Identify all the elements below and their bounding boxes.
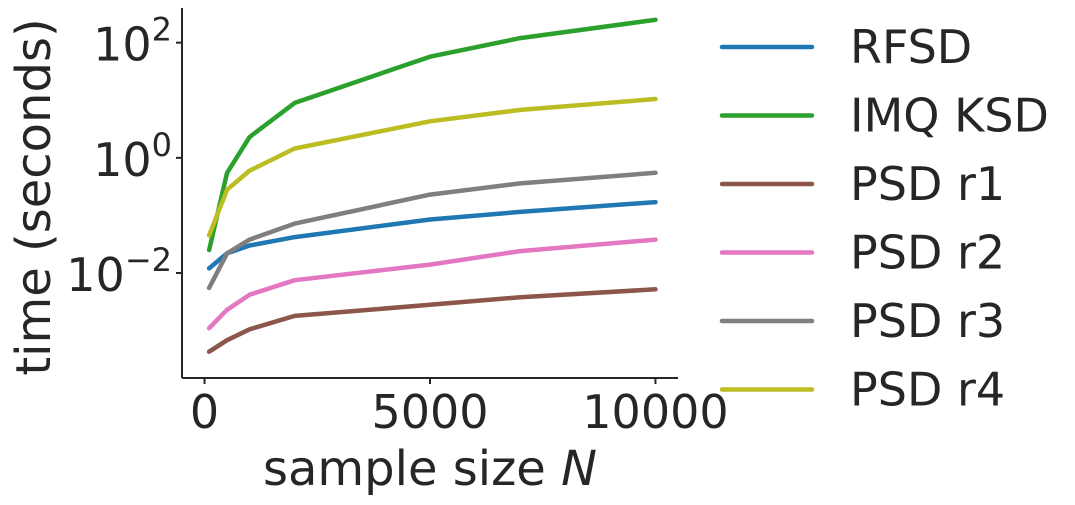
legend-item-3: PSD r2 <box>719 226 1005 280</box>
y-tick-label-0: 10−2 <box>66 241 172 302</box>
legend-item-0: RFSD <box>719 20 972 74</box>
legend-item-2: PSD r1 <box>719 157 1005 211</box>
tick-layer: 0 5000 10000 10−2 100 102 <box>66 11 728 439</box>
legend-label: RFSD <box>850 20 972 74</box>
y-axis-label: time (seconds) <box>6 18 62 375</box>
series-line-3 <box>206 237 658 331</box>
x-axis-label: sample size N <box>263 441 597 497</box>
legend-label: PSD r4 <box>850 363 1005 417</box>
y-tick-label-1: 100 <box>93 126 172 187</box>
series-layer <box>206 17 658 354</box>
legend-item-1: IMQ KSD <box>719 89 1049 143</box>
series-line-5 <box>206 96 658 238</box>
series-line-2 <box>206 287 658 354</box>
x-tick-label-1: 5000 <box>371 385 488 439</box>
y-tick-label-2: 102 <box>93 11 172 72</box>
series-line-0 <box>206 199 658 271</box>
legend-item-5: PSD r4 <box>719 363 1005 417</box>
legend-label: PSD r1 <box>850 157 1005 211</box>
x-tick-label-2: 10000 <box>582 385 728 439</box>
legend-label: PSD r2 <box>850 226 1005 280</box>
legend-label: IMQ KSD <box>850 89 1049 143</box>
legend-label: PSD r3 <box>850 294 1005 348</box>
x-tick-label-0: 0 <box>190 385 219 439</box>
series-line-4 <box>206 170 658 291</box>
legend: RFSD IMQ KSD PSD r1 PSD r2 PSD r3 PSD r4 <box>719 20 1049 417</box>
series-line-1 <box>206 17 658 253</box>
legend-item-4: PSD r3 <box>719 294 1005 348</box>
